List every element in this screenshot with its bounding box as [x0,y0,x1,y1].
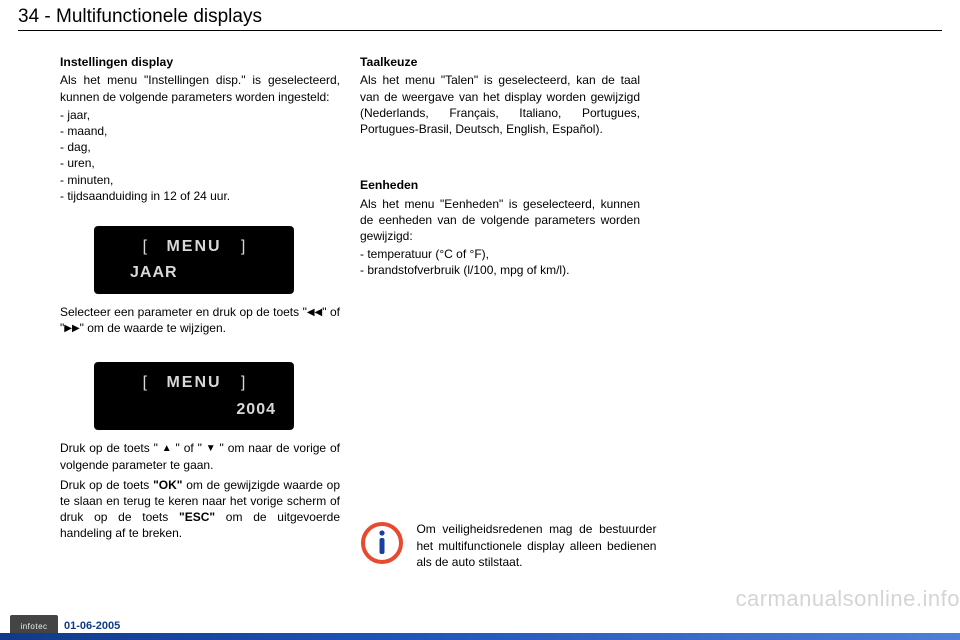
lcd2-bracket-right: ] [241,374,245,391]
lcd2-row2: 2004 [94,399,276,421]
section-instellingen: Instellingen display Als het menu "Inste… [60,54,340,204]
header-sep: - [39,6,56,27]
esc-label: "ESC" [179,510,215,524]
page: 34 - Multifunctionele displays Instellin… [0,0,960,640]
heading-instellingen: Instellingen display [60,54,340,70]
right-column: Taalkeuze Als het menu "Talen" is gesele… [360,54,640,301]
lcd2-bracket-left: [ [143,374,147,391]
warning-block: Om veiligheidsredenen mag de bestuurder … [360,521,660,570]
list-item: uren, [60,155,340,171]
list-item: jaar, [60,107,340,123]
param-list: jaar, maand, dag, uren, minuten, tijdsaa… [60,107,340,204]
lcd1-row2: JAAR [130,262,294,284]
body-eenheden: Als het menu "Eenheden" is geselecteerd,… [360,196,640,245]
lcd2-menu: MENU [166,374,221,391]
up-icon: ▲ [162,442,172,456]
down-icon: ▼ [206,442,216,456]
lcd1-row1: [ MENU ] [94,236,294,258]
page-number: 34 [18,6,39,27]
lcd-display-1: [ MENU ] JAAR [94,226,294,294]
list-item: minuten, [60,172,340,188]
footer-date: 01-06-2005 [64,620,120,632]
para-okesc-a: Druk op de toets [60,478,153,492]
ok-label: "OK" [153,478,182,492]
lcd-display-2: [ MENU ] 2004 [94,362,294,430]
section-eenheden: Eenheden Als het menu "Eenheden" is gese… [360,177,640,278]
footer: infotec 01-06-2005 [0,614,960,640]
footer-logo-text: infotec [20,622,47,631]
lcd2-row1: [ MENU ] [94,372,294,394]
lcd1-bracket-right: ] [241,238,245,255]
para-nav: Druk op de toets " ▲ " of " ▼ " om naar … [60,440,340,472]
para-select-a: Selecteer een parameter en druk op de to… [60,305,307,319]
info-warning-icon [360,521,404,565]
list-item: temperatuur (°C of °F), [360,246,640,262]
page-title: Multifunctionele displays [56,6,262,27]
list-item: brandstofverbruik (l/100, mpg of km/l). [360,262,640,278]
watermark: carmanualsonline.info [735,586,960,612]
list-item: dag, [60,139,340,155]
heading-eenheden: Eenheden [360,177,640,193]
section-taalkeuze: Taalkeuze Als het menu "Talen" is gesele… [360,54,640,137]
para-ok-esc: Druk op de toets "OK" om de gewijzigde w… [60,477,340,542]
list-item: tijdsaanduiding in 12 of 24 uur. [60,188,340,204]
rewind-icon: ◀◀ [307,306,322,320]
footer-bar [0,633,960,640]
warning-text: Om veiligheidsredenen mag de bestuurder … [416,521,656,570]
intro-instellingen: Als het menu "Instellingen disp." is ges… [60,72,340,104]
lcd1-bracket-left: [ [143,238,147,255]
para-select-c: " om de waarde te wijzigen. [80,321,226,335]
lcd1-menu: MENU [166,238,221,255]
units-list: temperatuur (°C of °F), brandstofverbrui… [360,246,640,278]
list-item: maand, [60,123,340,139]
left-column: Instellingen display Als het menu "Inste… [60,54,340,543]
page-header: 34 - Multifunctionele displays [18,6,262,28]
forward-icon: ▶▶ [64,322,79,336]
header-rule [18,30,942,31]
para-nav-b: " of " [172,441,206,455]
body-taalkeuze: Als het menu "Talen" is geselecteerd, ka… [360,72,640,137]
para-select: Selecteer een parameter en druk op de to… [60,304,340,336]
heading-taalkeuze: Taalkeuze [360,54,640,70]
para-nav-a: Druk op de toets " [60,441,162,455]
